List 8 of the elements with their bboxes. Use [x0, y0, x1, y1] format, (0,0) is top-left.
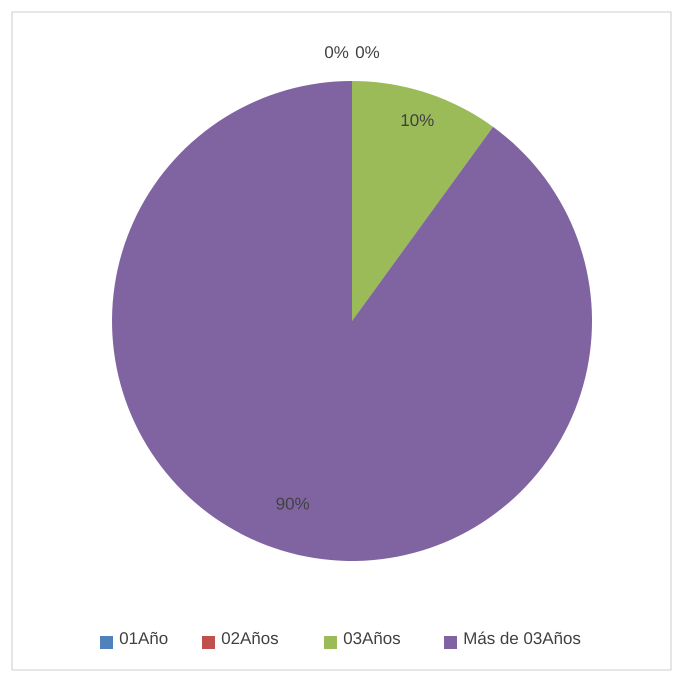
data-label: 90% [276, 498, 310, 510]
legend-label: 01Año [120, 632, 168, 644]
text: 0% [324, 46, 348, 58]
legend-label: Más de 03Años [464, 632, 580, 644]
legend-label: 02Años [222, 632, 278, 644]
legend-label: 03Años [344, 632, 400, 644]
text: 0% [356, 46, 380, 58]
data-label: 10% [402, 114, 434, 126]
